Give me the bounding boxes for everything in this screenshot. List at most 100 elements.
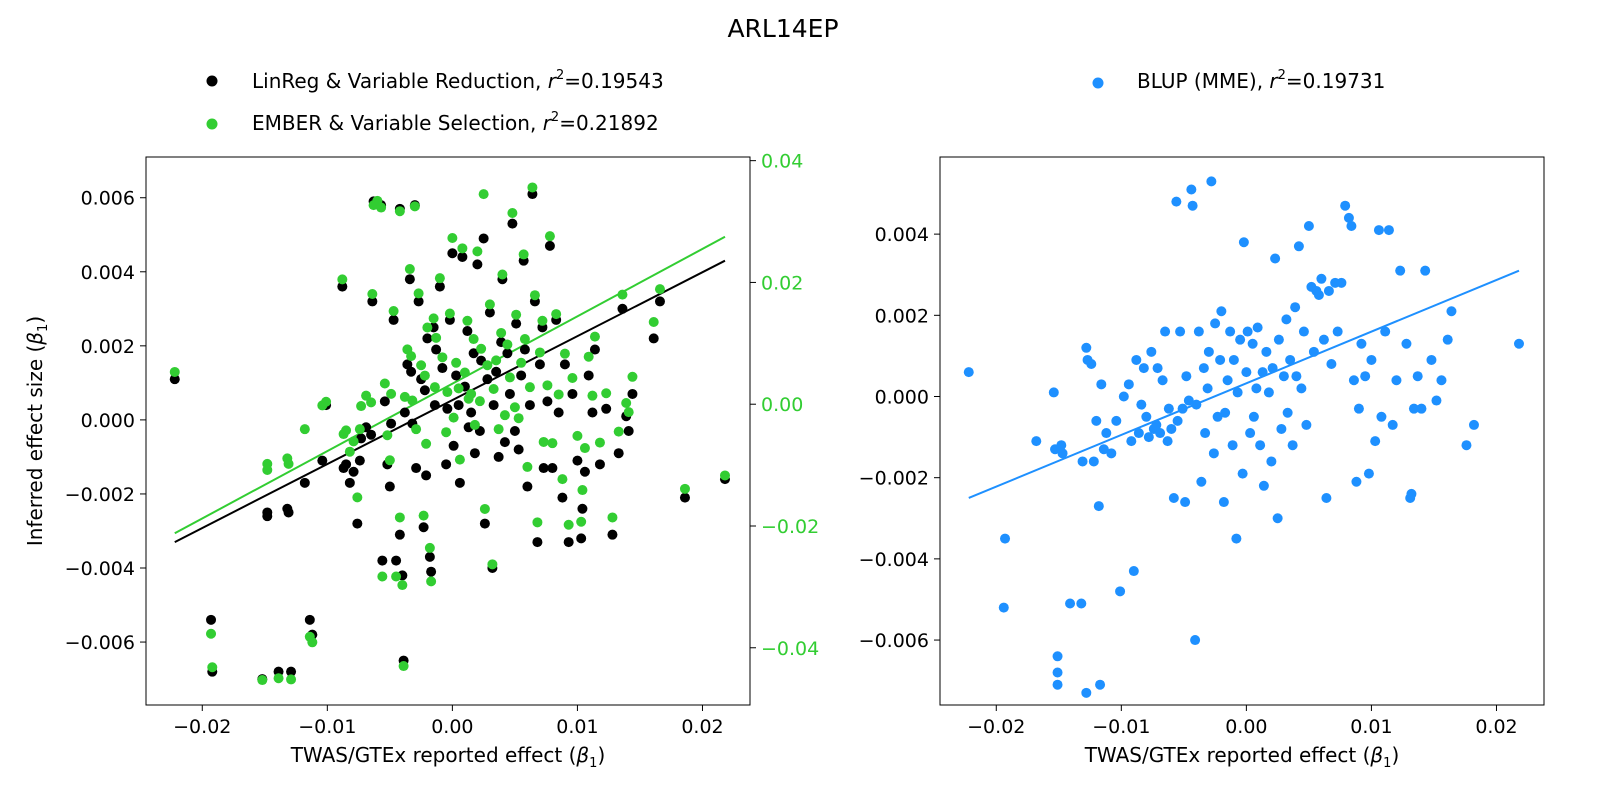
- data-point: [1356, 338, 1367, 349]
- data-point: [1282, 407, 1293, 418]
- data-point: [1426, 354, 1437, 365]
- data-point: [482, 360, 493, 371]
- data-point: [416, 360, 427, 371]
- data-point: [1218, 497, 1229, 508]
- data-point: [1172, 415, 1183, 426]
- y-tick-label: 0.006: [81, 188, 135, 210]
- data-point: [454, 477, 465, 488]
- data-point: [454, 454, 465, 465]
- data-point: [283, 458, 294, 469]
- data-point: [1098, 444, 1109, 455]
- data-point: [429, 400, 440, 411]
- data-point: [1252, 322, 1263, 333]
- data-point: [511, 309, 522, 320]
- data-point: [1052, 651, 1063, 662]
- data-point: [1128, 566, 1139, 577]
- y2-tick-label: −0.04: [761, 638, 819, 660]
- fit-line-0: [174, 259, 726, 543]
- data-point: [1181, 371, 1192, 382]
- data-point: [491, 366, 502, 377]
- data-point: [1326, 359, 1337, 370]
- data-point: [583, 351, 594, 362]
- data-point: [1048, 387, 1059, 398]
- x-tick-label: 0.00: [1225, 716, 1267, 738]
- data-point: [1296, 383, 1307, 394]
- data-point: [367, 296, 378, 307]
- data-point: [998, 602, 1009, 613]
- data-point: [516, 357, 527, 368]
- data-point: [394, 512, 405, 523]
- data-point: [409, 201, 420, 212]
- data-point: [1160, 326, 1171, 337]
- data-point: [169, 374, 180, 385]
- data-point: [1461, 440, 1472, 451]
- data-point: [426, 566, 437, 577]
- data-point: [1231, 533, 1242, 544]
- data-point: [1198, 363, 1209, 374]
- data-point: [519, 334, 530, 345]
- data-point: [594, 459, 605, 470]
- data-point: [399, 391, 410, 402]
- data-point: [472, 246, 483, 257]
- data-point: [1373, 225, 1384, 236]
- data-point: [402, 359, 413, 370]
- data-point: [1237, 468, 1248, 479]
- data-point: [1111, 415, 1122, 426]
- data-point: [1232, 387, 1243, 398]
- data-point: [421, 438, 432, 449]
- data-point: [472, 259, 483, 270]
- data-point: [478, 233, 489, 244]
- data-point: [1056, 440, 1067, 451]
- data-point: [532, 537, 543, 548]
- x-tick-label: 0.01: [556, 716, 598, 738]
- data-point: [1343, 212, 1354, 223]
- data-point: [499, 410, 510, 421]
- data-point: [377, 571, 388, 582]
- data-point: [366, 429, 377, 440]
- data-point: [538, 463, 549, 474]
- data-point: [442, 403, 453, 414]
- data-point: [502, 348, 513, 359]
- data-point: [1387, 419, 1398, 430]
- data-point: [1152, 363, 1163, 374]
- data-point: [206, 614, 217, 625]
- data-point: [497, 269, 508, 280]
- data-point: [413, 288, 424, 299]
- data-point: [459, 367, 470, 378]
- data-point: [1332, 326, 1343, 337]
- y-tick-label: −0.004: [65, 558, 135, 580]
- data-point: [579, 466, 590, 477]
- data-point: [434, 281, 445, 292]
- data-point: [1136, 399, 1147, 410]
- data-point: [1468, 419, 1479, 430]
- data-point: [348, 436, 359, 447]
- data-point: [487, 559, 498, 570]
- data-point: [623, 407, 634, 418]
- data-point: [1081, 342, 1092, 353]
- data-point: [567, 388, 578, 399]
- data-point: [453, 383, 464, 394]
- data-point: [522, 461, 533, 472]
- y-tick-label: 0.002: [875, 305, 929, 327]
- data-point: [1196, 476, 1207, 487]
- data-point: [601, 388, 612, 399]
- figure-title: ARL14EP: [727, 14, 838, 43]
- data-point: [1118, 391, 1129, 402]
- y-tick-label: −0.004: [859, 549, 929, 571]
- data-point: [1191, 399, 1202, 410]
- y2-tick-label: 0.04: [761, 151, 803, 173]
- fit-line-0: [968, 269, 1520, 499]
- data-point: [484, 307, 495, 318]
- data-point: [518, 249, 529, 260]
- data-point: [1123, 379, 1134, 390]
- data-point: [537, 315, 548, 326]
- data-point: [1351, 476, 1362, 487]
- data-point: [1281, 314, 1292, 325]
- left-y-axis-label: Inferred effect size (β1): [23, 316, 51, 546]
- data-point: [1366, 354, 1377, 365]
- data-point: [513, 444, 524, 455]
- data-point: [559, 359, 570, 370]
- data-point: [441, 427, 452, 438]
- data-point: [617, 289, 628, 300]
- data-point: [384, 481, 395, 492]
